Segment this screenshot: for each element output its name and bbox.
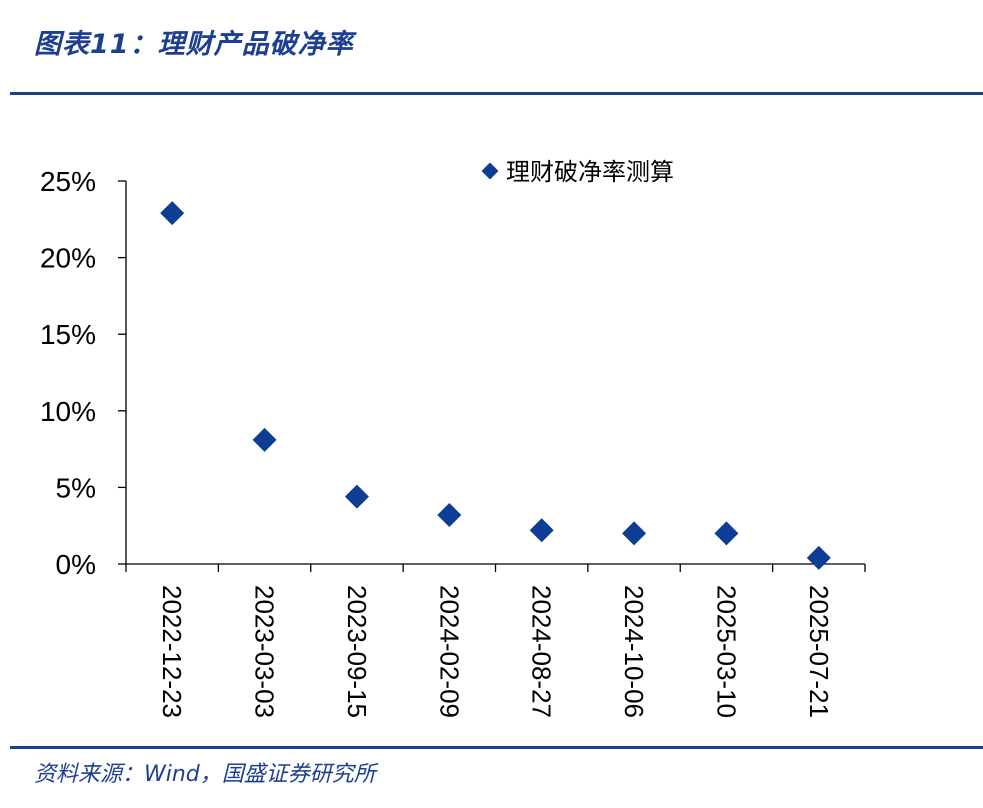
title-divider xyxy=(10,92,983,95)
chart: 理财破净率测算 0% 5% 10% 15% 20% 25% 2022-12-23 2023-… xyxy=(40,158,866,718)
x-tick-label: 2025-07-21 xyxy=(804,585,834,718)
legend-marker xyxy=(481,162,499,180)
x-tick-label: 2024-08-27 xyxy=(527,585,557,718)
y-tick-label: 10% xyxy=(40,396,96,427)
data-point xyxy=(252,427,277,452)
data-point xyxy=(714,521,739,546)
source-note: 资料来源：Wind，国盛证券研究所 xyxy=(34,762,376,787)
x-tick-label: 2024-10-06 xyxy=(619,585,649,718)
data-points xyxy=(160,201,831,570)
y-tick-label: 25% xyxy=(40,166,96,197)
source-divider xyxy=(10,746,983,749)
data-point xyxy=(529,518,554,543)
y-tick-label: 0% xyxy=(56,549,96,580)
x-axis: 2022-12-23 2023-03-03 2023-09-15 2024-02-09… xyxy=(125,563,866,718)
figure-title: 图表11：理财产品破净率 xyxy=(34,29,354,60)
x-tick-label: 2025-03-10 xyxy=(711,585,741,718)
data-point xyxy=(622,521,647,546)
x-tick-label: 2023-09-15 xyxy=(342,585,372,718)
data-point xyxy=(160,201,185,226)
x-tick-label: 2023-03-03 xyxy=(250,585,280,718)
data-point xyxy=(806,545,831,570)
x-tick-label: 2022-12-23 xyxy=(157,585,187,718)
legend-label: 理财破净率测算 xyxy=(506,158,674,186)
y-axis: 0% 5% 10% 15% 20% 25% xyxy=(40,166,127,580)
y-tick-label: 20% xyxy=(40,243,96,274)
data-point xyxy=(344,484,369,509)
x-tick-label: 2024-02-09 xyxy=(434,585,464,718)
data-point xyxy=(437,502,462,527)
legend: 理财破净率测算 xyxy=(481,158,674,186)
y-tick-label: 15% xyxy=(40,319,96,350)
y-tick-label: 5% xyxy=(56,472,96,503)
